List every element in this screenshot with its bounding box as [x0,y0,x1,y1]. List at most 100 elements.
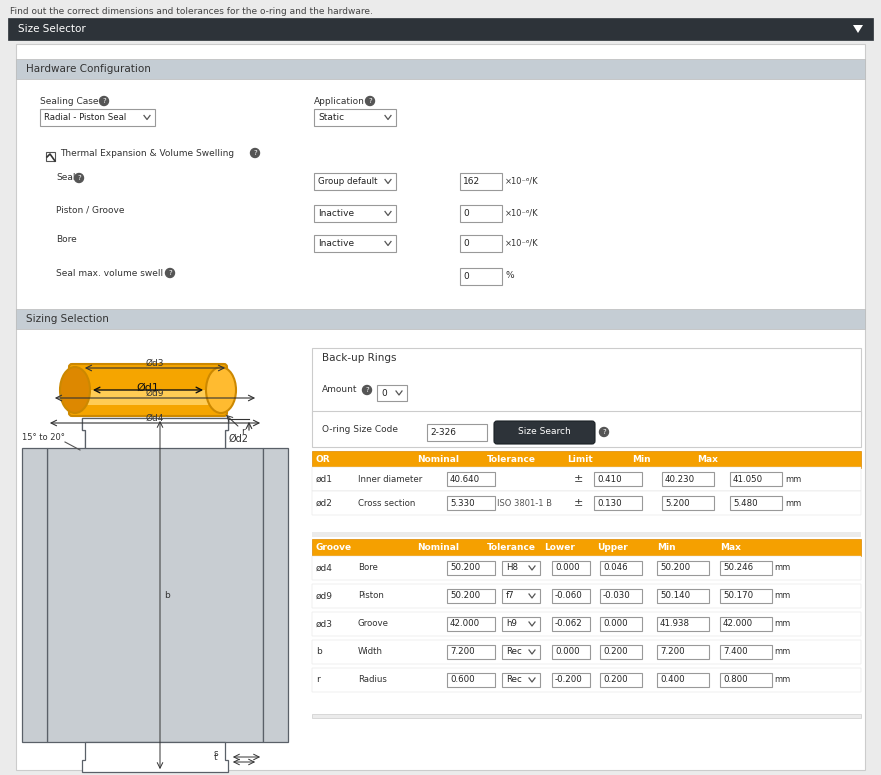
Bar [16,44,865,315]
Text: ±: ± [574,498,583,508]
Text: f7: f7 [506,591,515,601]
Text: ød2: ød2 [316,498,333,508]
Text: 50.140: 50.140 [660,591,690,601]
Text: Sizing Selection: Sizing Selection [26,314,109,324]
Text: Cross section: Cross section [358,498,415,508]
Bar [552,617,590,631]
Text: 0.800: 0.800 [723,676,748,684]
Text: Bore: Bore [56,236,77,244]
Text: 0: 0 [463,239,469,248]
Text: Application: Application [314,97,365,105]
Polygon shape [47,418,263,742]
Text: Find out the correct dimensions and tolerances for the o-ring and the hardware.: Find out the correct dimensions and tole… [10,6,373,16]
Bar [600,589,642,603]
Text: 50.246: 50.246 [723,563,753,573]
Text: %: % [505,271,514,281]
Text: Ød3: Ød3 [145,359,164,367]
Text: 41.050: 41.050 [733,474,763,484]
Text: ød4: ød4 [316,563,333,573]
Bar [502,617,540,631]
Text: Min: Min [657,543,676,553]
Text: Ød9: Ød9 [145,388,164,398]
Bar [312,668,861,692]
Text: r: r [241,426,245,436]
Text: ?: ? [368,98,372,104]
Text: Inner diameter: Inner diameter [358,474,422,484]
Bar [730,472,782,486]
Bar [460,235,502,252]
Circle shape [166,268,174,277]
Text: r: r [316,676,320,684]
Text: 50.170: 50.170 [723,591,753,601]
Bar [600,561,642,575]
Polygon shape [82,742,228,772]
Bar [720,617,772,631]
Text: ±: ± [574,474,583,484]
Text: Rec: Rec [506,647,522,656]
Polygon shape [853,25,863,33]
Text: ISO 3801-1 B: ISO 3801-1 B [497,500,552,508]
Text: mm: mm [774,619,790,629]
Ellipse shape [206,367,236,413]
Text: ?: ? [78,175,81,181]
Text: Max: Max [697,456,718,464]
Text: 0.600: 0.600 [450,676,475,684]
Text: Piston / Groove: Piston / Groove [56,205,124,215]
Text: Width: Width [358,647,383,656]
Bar [600,673,642,687]
Bar [594,496,642,510]
Text: H8: H8 [506,563,518,573]
Bar [16,59,865,79]
Text: ?: ? [102,98,106,104]
Bar [460,205,502,222]
Text: 7.200: 7.200 [660,647,685,656]
Circle shape [100,97,108,105]
Bar [40,109,155,126]
Polygon shape [263,448,288,742]
Text: 41.938: 41.938 [660,619,690,629]
Bar [427,424,487,441]
Bar [730,496,782,510]
Text: b: b [164,591,170,600]
Text: ?: ? [365,387,369,393]
Bar [552,673,590,687]
Text: Inactive: Inactive [318,239,354,248]
Circle shape [599,428,609,436]
Bar [720,589,772,603]
Text: 0.200: 0.200 [603,676,627,684]
Bar [312,539,861,556]
Bar [720,645,772,659]
Text: 50.200: 50.200 [450,591,480,601]
Text: Inactive: Inactive [318,209,354,218]
Bar [600,645,642,659]
Text: 40.640: 40.640 [450,474,480,484]
Circle shape [250,149,260,157]
Bar [312,640,861,664]
Bar [312,491,861,515]
Text: Seal: Seal [56,174,76,182]
Text: Ød2: Ød2 [229,434,249,444]
Text: 40.230: 40.230 [665,474,695,484]
Text: 7.400: 7.400 [723,647,748,656]
Bar [312,556,861,580]
Circle shape [362,385,372,394]
Bar [447,496,495,510]
Bar [312,451,861,468]
Bar [657,645,709,659]
Text: Min: Min [632,456,651,464]
Bar [447,589,495,603]
Text: h9: h9 [506,619,517,629]
Text: ød9: ød9 [316,591,333,601]
Text: ød3: ød3 [316,619,333,629]
Bar [657,589,709,603]
Polygon shape [82,418,228,448]
Bar [8,18,873,40]
Bar [312,532,861,537]
Bar [502,645,540,659]
Text: Size Search: Size Search [518,428,570,436]
Text: 42.000: 42.000 [450,619,480,629]
Bar [600,617,642,631]
Text: 5.480: 5.480 [733,498,758,508]
Text: OR: OR [316,456,330,464]
Bar [447,617,495,631]
